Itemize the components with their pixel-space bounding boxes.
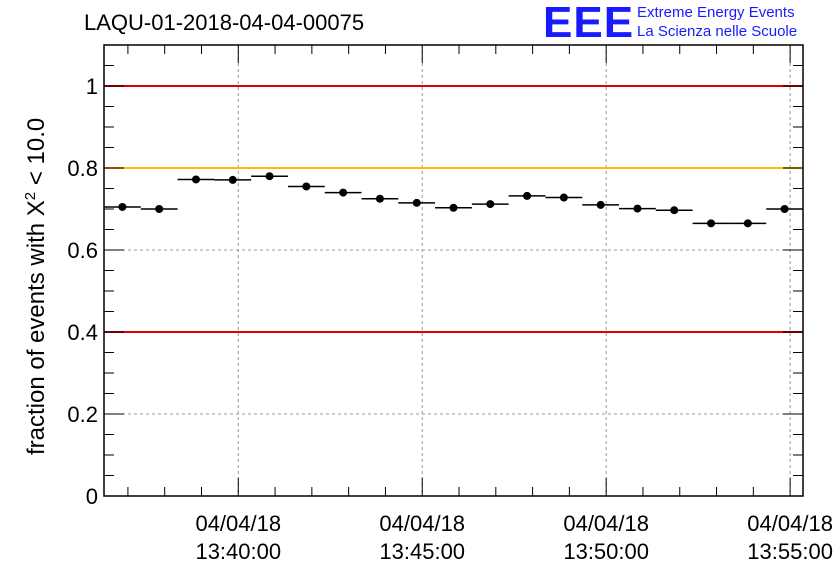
data-point bbox=[191, 175, 200, 184]
data-point bbox=[486, 200, 495, 209]
y-axis-label-symbol: X bbox=[23, 200, 50, 217]
x-tick-date-label: 04/04/18 bbox=[747, 511, 833, 536]
y-tick-label: 0.2 bbox=[67, 402, 98, 427]
data-point bbox=[375, 194, 384, 203]
y-tick-label: 0 bbox=[86, 484, 98, 509]
data-point bbox=[155, 205, 164, 213]
x-tick-time-label: 13:55:00 bbox=[747, 539, 833, 564]
data-point bbox=[339, 188, 348, 197]
y-axis-label-suffix: < 10.0 bbox=[23, 117, 50, 186]
data-point bbox=[412, 198, 421, 207]
data-point bbox=[633, 204, 642, 213]
x-tick-time-label: 13:45:00 bbox=[379, 539, 465, 564]
y-tick-label: 1 bbox=[86, 74, 98, 99]
data-point bbox=[302, 182, 311, 191]
data-point bbox=[707, 219, 716, 228]
x-tick-date-label: 04/04/18 bbox=[563, 511, 649, 536]
logo-line-2: La Scienza nelle Scuole bbox=[637, 23, 798, 40]
data-point bbox=[596, 200, 605, 209]
y-axis-label: fraction of events with X2 < 10.0 bbox=[22, 118, 51, 455]
y-tick-label: 0.6 bbox=[67, 238, 98, 263]
data-point bbox=[118, 202, 127, 211]
x-tick-time-label: 13:50:00 bbox=[563, 539, 649, 564]
data-point bbox=[523, 191, 532, 200]
chart-title: LAQU-01-2018-04-04-00075 bbox=[84, 10, 365, 35]
data-point bbox=[265, 172, 274, 181]
y-axis-label-text: fraction of events with bbox=[23, 222, 50, 455]
eee-logo-mark: EEE bbox=[543, 0, 635, 47]
x-tick-date-label: 04/04/18 bbox=[379, 511, 465, 536]
data-point bbox=[780, 205, 789, 213]
data-point bbox=[743, 219, 752, 228]
x-tick-time-label: 13:40:00 bbox=[195, 539, 281, 564]
x-tick-date-label: 04/04/18 bbox=[195, 511, 281, 536]
y-tick-label: 0.4 bbox=[67, 320, 98, 345]
data-point bbox=[449, 203, 458, 212]
y-tick-label: 0.8 bbox=[67, 156, 98, 181]
data-point bbox=[228, 175, 237, 184]
plot-frame bbox=[103, 44, 804, 497]
data-point bbox=[670, 206, 679, 215]
data-point bbox=[559, 193, 568, 202]
logo-line-1: Extreme Energy Events bbox=[637, 4, 795, 21]
y-axis-label-superscript: 2 bbox=[22, 191, 39, 201]
